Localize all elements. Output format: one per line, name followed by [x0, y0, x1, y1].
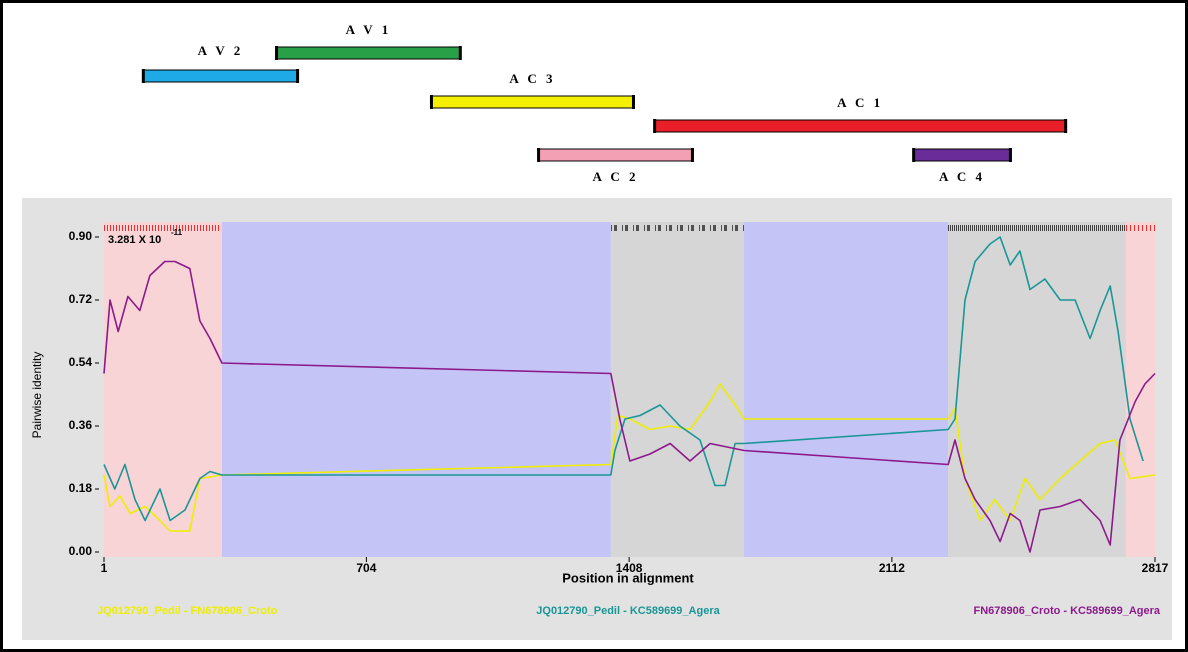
gene-end	[1008, 148, 1012, 162]
gene-end	[653, 119, 657, 133]
x-tick-label: 1	[101, 561, 108, 575]
x-tick-label: 1408	[616, 561, 643, 575]
gene-end	[631, 95, 635, 109]
y-tick-label: 0.90	[69, 229, 93, 243]
series-line	[103, 383, 1156, 532]
gene-label: A V 2	[198, 43, 244, 58]
y-axis-label: Pairwise identity	[30, 352, 44, 439]
gene-end	[275, 46, 279, 60]
gene-end	[141, 69, 145, 83]
series-line	[103, 236, 1144, 522]
gene-end	[296, 69, 300, 83]
gene-bar	[142, 69, 299, 83]
gene-label: A C 1	[837, 95, 883, 110]
gene-end	[690, 148, 694, 162]
y-tick-label: 0.18	[69, 481, 93, 495]
gene-end	[429, 95, 433, 109]
annotation: 3.281 X 10	[108, 234, 161, 246]
gene-end	[537, 148, 541, 162]
y-tick-label: 0.54	[69, 355, 93, 369]
legend-entry: FN678906_Croto - KC589699_Agera	[974, 605, 1161, 617]
gene-label: A C 3	[509, 71, 555, 86]
region	[948, 222, 1126, 557]
region	[221, 222, 611, 557]
gene-label: A C 4	[939, 169, 985, 184]
gene-bar	[430, 95, 635, 109]
region	[1125, 222, 1155, 557]
legend-entry: JQ012790_Pedil - KC589699_Agera	[536, 605, 720, 617]
gene-end	[458, 46, 462, 60]
gene-label: A C 2	[592, 169, 638, 184]
y-tick-label: 0.36	[69, 418, 93, 432]
x-tick-label: 704	[356, 561, 376, 575]
gene-label: A V 1	[346, 22, 392, 37]
x-tick-label: 2112	[879, 561, 905, 575]
region	[610, 222, 745, 557]
gene-end	[912, 148, 916, 162]
region	[744, 222, 949, 557]
series-line	[103, 260, 1156, 553]
gene-bar	[653, 119, 1067, 133]
region	[104, 222, 222, 557]
x-tick-label: 2817	[1142, 561, 1169, 575]
y-tick-label: 0.72	[69, 292, 93, 306]
gene-bar	[912, 148, 1012, 162]
x-axis-label: Position in alignment	[562, 570, 694, 585]
gene-bar	[537, 148, 694, 162]
annotation-exponent: -11	[171, 228, 183, 237]
gene-bar	[275, 46, 462, 60]
legend-entry: JQ012790_Pedil - FN678906_Croto	[97, 605, 278, 617]
y-tick-label: 0.00	[69, 544, 93, 558]
gene-end	[1064, 119, 1068, 133]
